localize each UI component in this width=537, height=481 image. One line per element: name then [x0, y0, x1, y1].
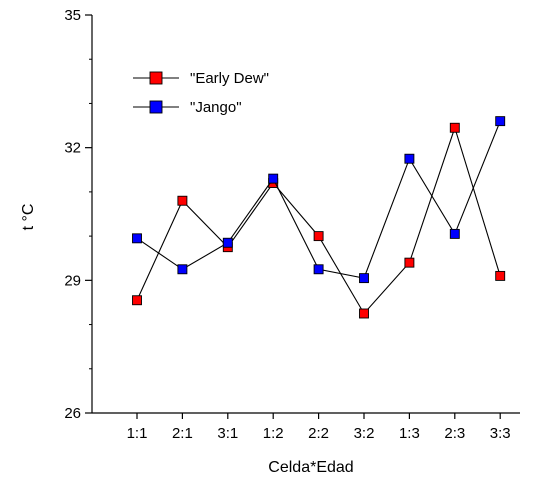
y-tick-label: 26 [64, 405, 81, 422]
data-point [495, 270, 506, 281]
series-early-dew [132, 122, 506, 319]
data-point [313, 231, 324, 242]
data-point [404, 153, 415, 164]
x-tick-label: 3:1 [217, 425, 238, 442]
x-tick-label: 1:2 [263, 425, 284, 442]
y-tick-label: 29 [64, 272, 81, 289]
x-tick-label: 2:1 [172, 425, 193, 442]
data-point [359, 308, 369, 319]
x-tick-label: 2:3 [444, 425, 465, 442]
data-point [177, 195, 188, 206]
series-jango [132, 116, 506, 284]
legend-marker [149, 100, 163, 114]
series-line [136, 120, 501, 279]
series-layer [132, 116, 506, 319]
data-point [495, 116, 506, 127]
x-tick-label: 1:3 [399, 425, 420, 442]
legend-label: "Early Dew" [190, 70, 269, 87]
legend-item-early-dew: "Early Dew" [133, 70, 269, 87]
y-axis-ticks: 26 29 32 35 [64, 7, 92, 422]
axes [91, 15, 520, 414]
x-tick-label: 3:3 [490, 425, 511, 442]
x-tick-label: 2:2 [308, 425, 329, 442]
x-tick-label: 3:2 [354, 425, 375, 442]
data-point [359, 273, 369, 284]
x-tick-label: 1:1 [127, 425, 148, 442]
y-tick-label: 35 [64, 7, 81, 24]
x-axis-ticks: 1:1 2:1 3:1 1:2 2:2 3:2 1:3 2:3 3:3 [127, 413, 511, 442]
legend-marker [149, 71, 163, 85]
y-tick-label: 32 [64, 140, 81, 157]
data-point [132, 233, 142, 244]
legend-item-jango: "Jango" [133, 99, 242, 116]
y-axis-title: t °C [20, 204, 37, 231]
x-axis-title: Celda*Edad [268, 459, 353, 476]
data-point [313, 264, 324, 275]
legend: "Early Dew" "Jango" [133, 70, 269, 116]
data-point [404, 257, 415, 268]
legend-label: "Jango" [190, 99, 242, 116]
data-point [449, 228, 460, 239]
data-point [132, 295, 142, 306]
data-point [177, 264, 188, 275]
data-point [449, 122, 460, 133]
data-point [222, 237, 233, 248]
data-point [268, 173, 279, 184]
series-line [136, 125, 501, 315]
